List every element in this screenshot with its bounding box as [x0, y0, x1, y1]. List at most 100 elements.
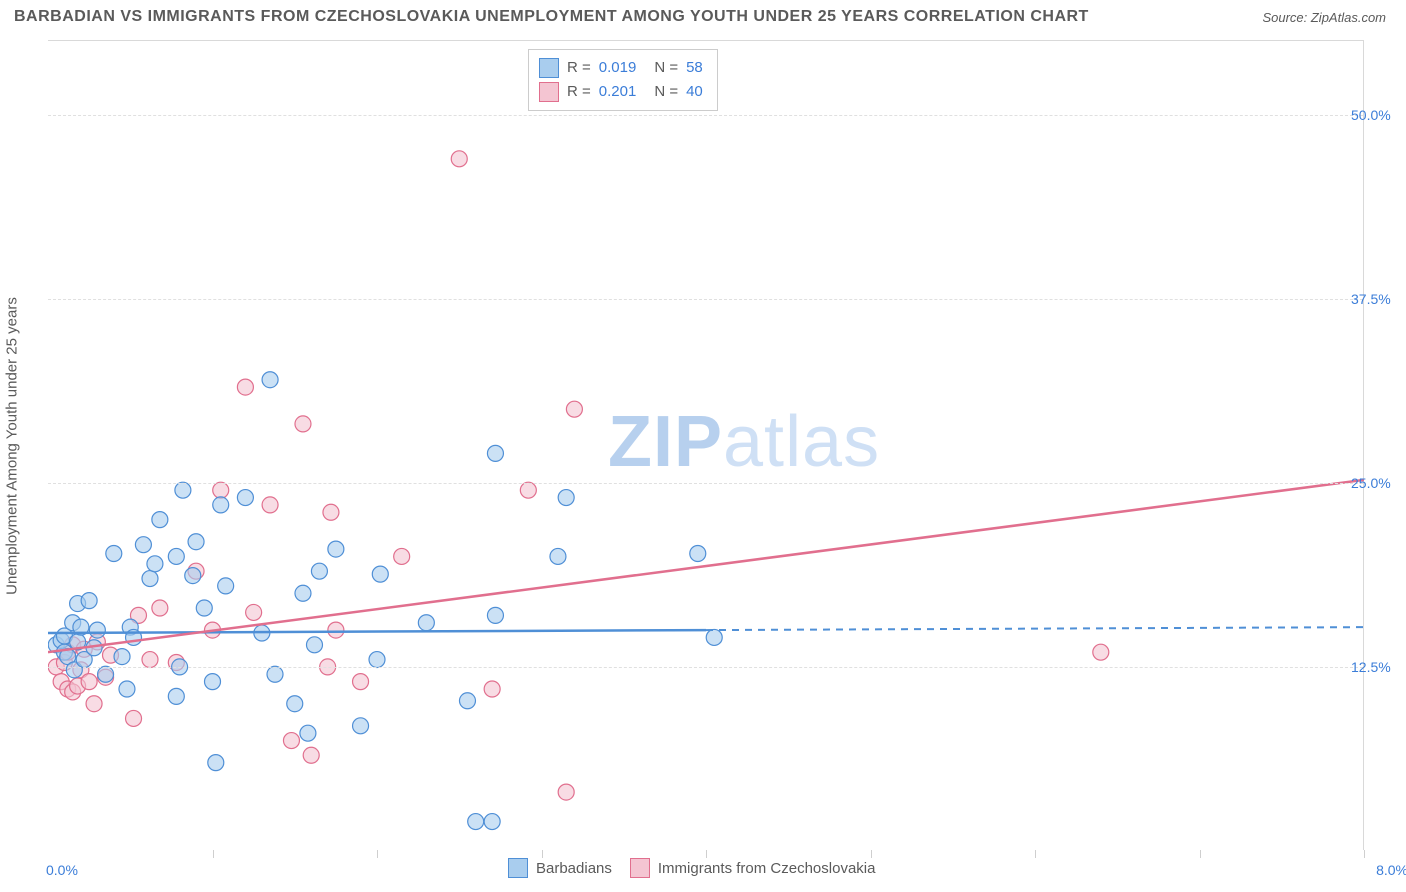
data-point — [558, 784, 574, 800]
data-point — [303, 747, 319, 763]
stat-r-label: R = — [567, 80, 591, 104]
data-point — [208, 755, 224, 771]
data-point — [353, 674, 369, 690]
data-point — [558, 490, 574, 506]
data-point — [295, 585, 311, 601]
x-max-label: 8.0% — [1376, 862, 1406, 878]
data-point — [119, 681, 135, 697]
data-point — [311, 563, 327, 579]
legend-swatch — [539, 82, 559, 102]
data-point — [487, 607, 503, 623]
data-point — [152, 600, 168, 616]
legend-swatch — [630, 858, 650, 878]
y-tick-label: 12.5% — [1351, 659, 1406, 675]
x-tick — [542, 850, 543, 858]
stat-r-value: 0.201 — [599, 80, 637, 104]
data-point — [287, 696, 303, 712]
data-point — [566, 401, 582, 417]
data-point — [451, 151, 467, 167]
data-point — [468, 814, 484, 830]
stat-n-value: 40 — [686, 80, 703, 104]
gridline — [48, 667, 1363, 668]
y-tick-label: 25.0% — [1351, 475, 1406, 491]
data-point — [295, 416, 311, 432]
data-point — [487, 445, 503, 461]
data-point — [323, 504, 339, 520]
data-point — [106, 546, 122, 562]
stat-n-label: N = — [654, 56, 678, 80]
data-point — [98, 666, 114, 682]
data-point — [81, 674, 97, 690]
data-point — [300, 725, 316, 741]
data-point — [89, 622, 105, 638]
data-point — [185, 568, 201, 584]
y-tick-label: 37.5% — [1351, 291, 1406, 307]
data-point — [175, 482, 191, 498]
scatter-svg — [48, 41, 1364, 851]
data-point — [218, 578, 234, 594]
y-tick-label: 50.0% — [1351, 107, 1406, 123]
data-point — [147, 556, 163, 572]
series-legend-item: Immigrants from Czechoslovakia — [630, 858, 876, 878]
data-point — [394, 548, 410, 564]
data-point — [706, 629, 722, 645]
data-point — [1093, 644, 1109, 660]
data-point — [168, 548, 184, 564]
chart-area: Unemployment Among Youth under 25 years … — [48, 40, 1364, 850]
data-point — [135, 537, 151, 553]
stat-r-value: 0.019 — [599, 56, 637, 80]
data-point — [306, 637, 322, 653]
data-point — [520, 482, 536, 498]
x-tick — [377, 850, 378, 858]
x-tick — [1200, 850, 1201, 858]
data-point — [550, 548, 566, 564]
series-name: Immigrants from Czechoslovakia — [658, 860, 876, 877]
series-legend: Barbadians Immigrants from Czechoslovakia — [508, 858, 875, 878]
stat-n-label: N = — [654, 80, 678, 104]
stat-legend-row: R = 0.019 N = 58 — [539, 56, 703, 80]
legend-swatch — [508, 858, 528, 878]
stat-n-value: 58 — [686, 56, 703, 80]
data-point — [267, 666, 283, 682]
x-tick — [871, 850, 872, 858]
data-point — [484, 681, 500, 697]
data-point — [168, 688, 184, 704]
source-label: Source: ZipAtlas.com — [1262, 10, 1386, 25]
stat-legend-row: R = 0.201 N = 40 — [539, 80, 703, 104]
legend-swatch — [539, 58, 559, 78]
data-point — [237, 379, 253, 395]
series-name: Barbadians — [536, 860, 612, 877]
data-point — [459, 693, 475, 709]
chart-title: BARBADIAN VS IMMIGRANTS FROM CZECHOSLOVA… — [14, 8, 1089, 26]
data-point — [142, 652, 158, 668]
data-point — [142, 571, 158, 587]
data-point — [213, 497, 229, 513]
plot-area: Unemployment Among Youth under 25 years … — [48, 40, 1364, 850]
data-point — [126, 710, 142, 726]
gridline — [48, 483, 1363, 484]
x-tick — [1035, 850, 1036, 858]
data-point — [237, 490, 253, 506]
stat-legend: R = 0.019 N = 58 R = 0.201 N = 40 — [528, 49, 718, 111]
stat-r-label: R = — [567, 56, 591, 80]
data-point — [246, 604, 262, 620]
data-point — [262, 372, 278, 388]
x-origin-label: 0.0% — [46, 862, 78, 878]
data-point — [188, 534, 204, 550]
data-point — [213, 482, 229, 498]
x-tick — [706, 850, 707, 858]
trend-line-dashed — [706, 627, 1364, 630]
data-point — [328, 541, 344, 557]
data-point — [262, 497, 278, 513]
data-point — [484, 814, 500, 830]
data-point — [196, 600, 212, 616]
data-point — [86, 696, 102, 712]
data-point — [372, 566, 388, 582]
data-point — [369, 652, 385, 668]
data-point — [114, 649, 130, 665]
data-point — [418, 615, 434, 631]
data-point — [690, 546, 706, 562]
x-tick — [1364, 850, 1365, 858]
series-legend-item: Barbadians — [508, 858, 612, 878]
y-axis-label: Unemployment Among Youth under 25 years — [4, 297, 21, 595]
